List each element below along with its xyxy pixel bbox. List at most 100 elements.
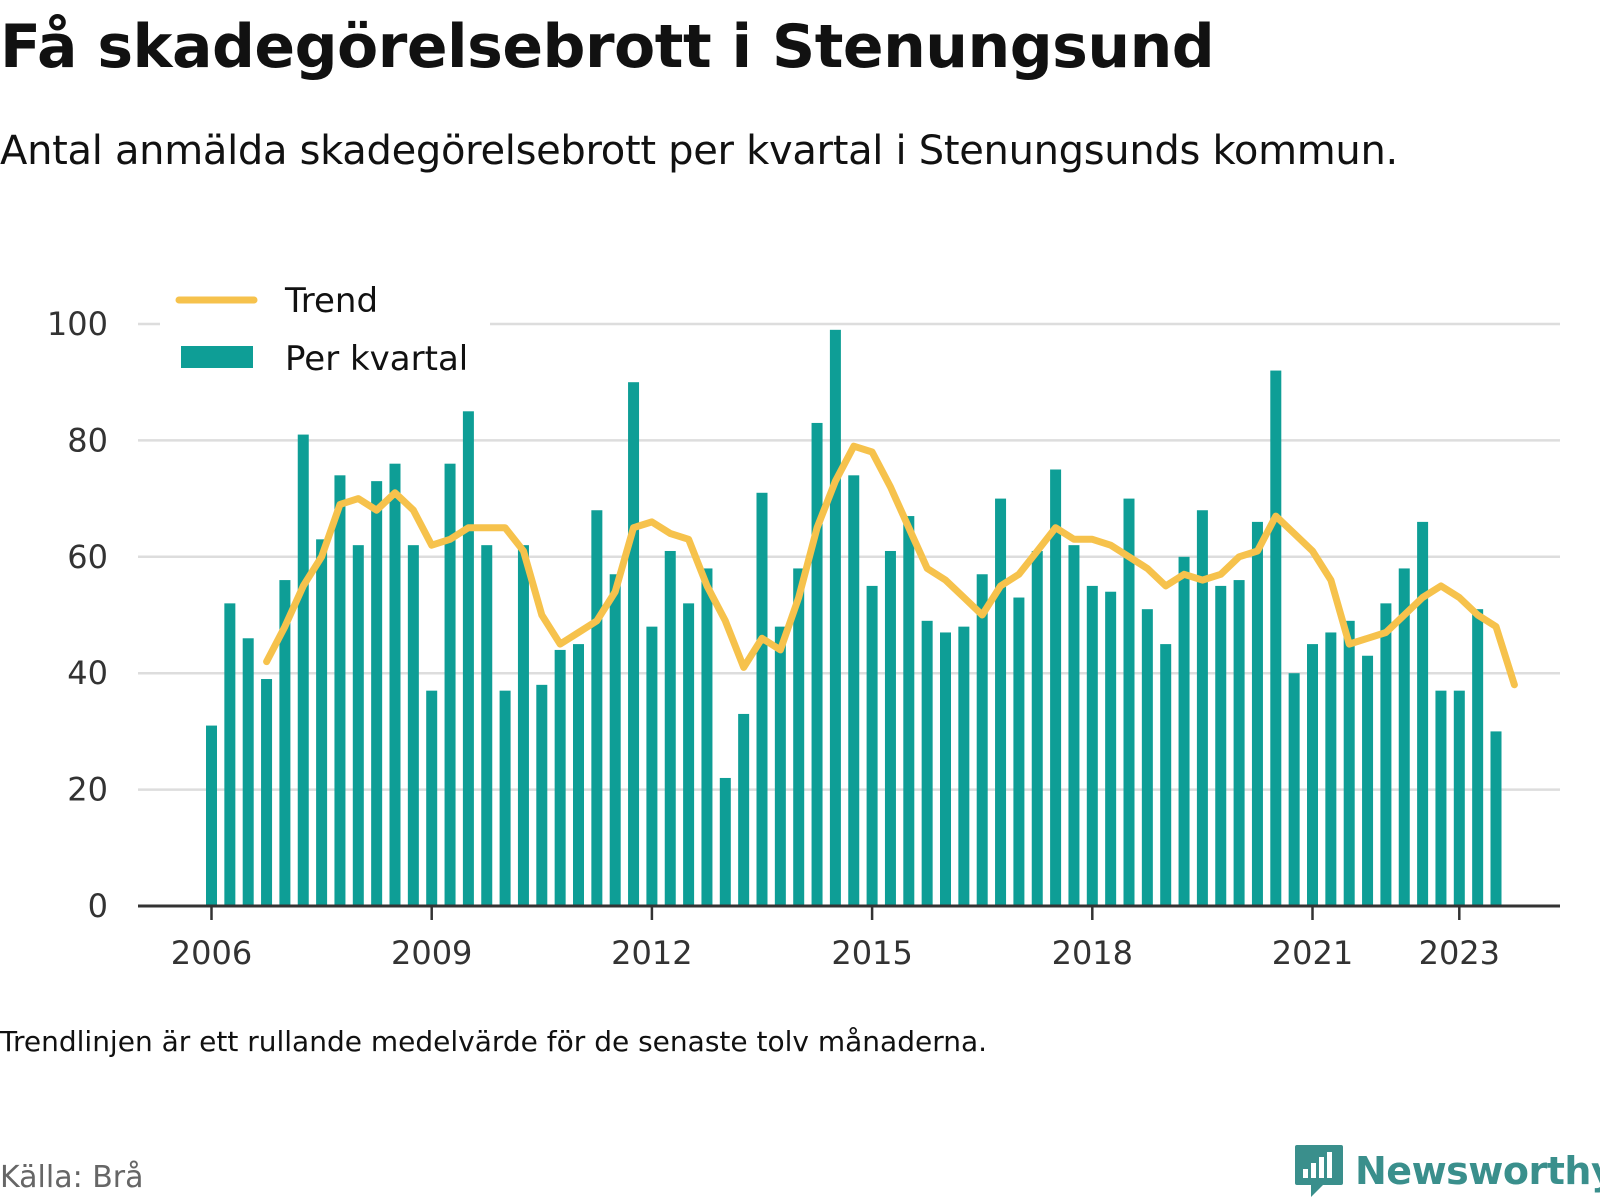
bar [407, 545, 419, 906]
bar [1490, 731, 1502, 906]
bar [1325, 632, 1337, 906]
x-ticks: 2006 2009 2012 2015 2018 2021 2023 [171, 906, 1500, 972]
brand-name: Newsworthy [1355, 1149, 1600, 1193]
bar [1307, 644, 1318, 906]
bar [591, 510, 603, 906]
x-tick-label: 2021 [1272, 934, 1353, 972]
bar [554, 649, 566, 906]
bar [1086, 585, 1098, 906]
bar [1398, 568, 1410, 906]
y-tick-label: 20 [67, 771, 108, 809]
bar [1123, 498, 1135, 906]
y-tick-label: 100 [47, 305, 108, 343]
bar [958, 626, 970, 906]
bars [206, 329, 1502, 906]
bar [921, 620, 933, 906]
bar [536, 684, 548, 906]
chart-plot: 2006 2009 2012 2015 2018 2021 2023 0 20 40 60 80 10… [46, 270, 1560, 972]
bar [848, 475, 860, 906]
x-tick-label: 2012 [611, 934, 692, 972]
bar [1251, 521, 1263, 906]
bar [279, 580, 291, 906]
bar [444, 463, 456, 906]
bar [389, 463, 401, 906]
legend: Trend Per kvartal [160, 270, 490, 390]
bar [628, 382, 640, 906]
bar [1362, 655, 1374, 906]
bar [1013, 597, 1025, 906]
bar [462, 411, 474, 906]
bar [1031, 550, 1043, 906]
trend-line [263, 442, 1518, 689]
bar [316, 539, 328, 906]
bar [829, 329, 841, 906]
x-tick-label: 2015 [831, 934, 912, 972]
bar [426, 690, 438, 906]
bar [793, 568, 805, 906]
x-tick-label: 2018 [1052, 934, 1133, 972]
bar [517, 545, 529, 906]
newsworthy-logo-icon [1295, 1145, 1343, 1197]
bar [334, 475, 346, 906]
y-tick-label: 0 [88, 887, 108, 925]
bar [1435, 690, 1447, 906]
bar [1472, 609, 1484, 906]
bar [1196, 510, 1208, 906]
bar [866, 585, 878, 906]
legend-bars-swatch [181, 346, 253, 368]
bar [976, 574, 988, 906]
bar [995, 498, 1007, 906]
bar [756, 492, 768, 906]
bar [683, 603, 695, 906]
bar [719, 777, 731, 906]
chart-note: Trendlinjen är ett rullande medelvärde f… [0, 1025, 988, 1058]
bar [1178, 556, 1190, 906]
bar [1288, 673, 1300, 906]
x-tick-label: 2006 [171, 934, 252, 972]
bar [1453, 690, 1465, 906]
chart-subtitle: Antal anmälda skadegörelsebrott per kvar… [0, 128, 1398, 174]
source-label: Källa: Brå [0, 1160, 144, 1195]
bar [646, 626, 658, 906]
legend-background [160, 270, 490, 390]
bar [903, 516, 915, 906]
bar [701, 568, 713, 906]
bar [664, 550, 676, 906]
chart-title: Få skadegörelsebrott i Stenungsund [0, 12, 1215, 82]
bar [1215, 585, 1227, 906]
bar [1380, 603, 1392, 906]
bar [738, 713, 750, 906]
bar [224, 603, 236, 906]
bar [884, 550, 896, 906]
y-tick-labels: 0 20 40 60 80 100 [47, 305, 108, 925]
bar [1141, 609, 1153, 906]
legend-trend-label: Trend [284, 281, 378, 321]
y-tick-label: 60 [67, 538, 108, 576]
bar [242, 638, 254, 906]
bar [261, 679, 273, 906]
bar [1417, 521, 1429, 906]
bar [1233, 580, 1245, 906]
bar [297, 434, 309, 906]
bar [1105, 591, 1117, 906]
bar [1343, 620, 1355, 906]
bar [940, 632, 951, 906]
bar [1068, 545, 1080, 906]
bar [774, 626, 786, 906]
bar [352, 545, 364, 906]
bar [1160, 644, 1172, 906]
bar [481, 545, 493, 906]
y-tick-label: 40 [67, 654, 108, 692]
bar [573, 644, 584, 906]
legend-bars-label: Per kvartal [285, 339, 468, 379]
x-tick-label: 2023 [1419, 934, 1500, 972]
bar [1270, 370, 1282, 906]
bar [371, 481, 383, 906]
bar [206, 725, 217, 906]
bar [499, 690, 511, 906]
y-tick-label: 80 [67, 421, 108, 459]
brand: Newsworthy [1293, 1143, 1600, 1199]
x-tick-label: 2009 [391, 934, 472, 972]
bar [811, 422, 823, 906]
bar [609, 574, 621, 906]
